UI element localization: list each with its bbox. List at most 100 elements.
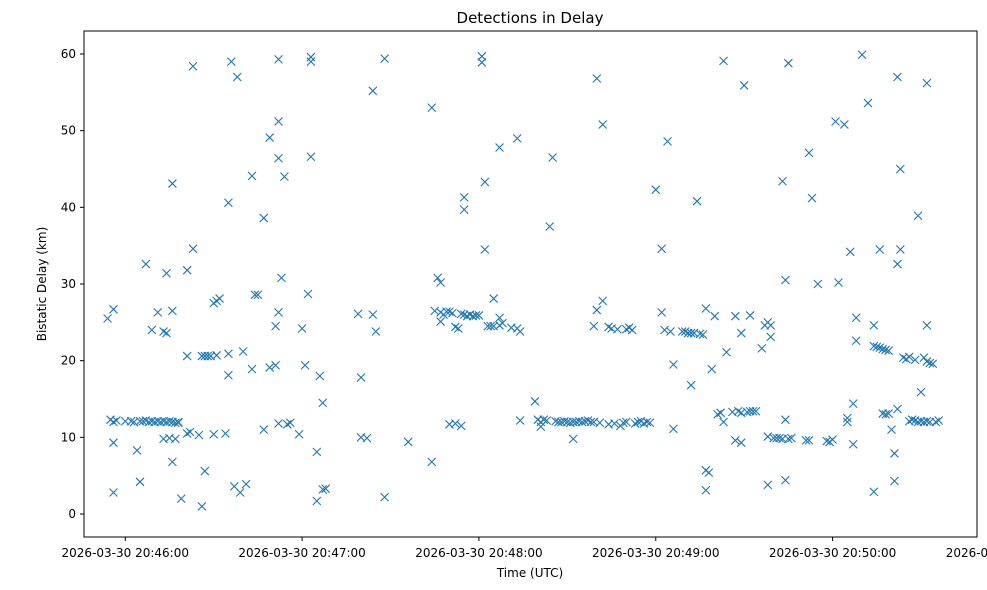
data-point-156 [539, 415, 549, 425]
data-point-129 [459, 205, 469, 215]
data-point-157 [542, 416, 552, 425]
data-point-96 [315, 371, 325, 381]
data-point-192 [630, 419, 640, 428]
data-point-296 [895, 245, 905, 254]
data-point-196 [642, 417, 652, 427]
data-point-90 [303, 289, 313, 299]
data-point-10 [132, 445, 142, 455]
data-point-163 [560, 416, 569, 426]
data-point-92 [306, 52, 316, 62]
data-point-126 [456, 421, 466, 431]
data-point-231 [736, 438, 746, 448]
data-point-207 [680, 327, 690, 336]
data-point-316 [928, 359, 938, 369]
data-point-112 [430, 306, 440, 316]
data-point-148 [512, 133, 522, 143]
data-point-84 [280, 172, 289, 182]
x-tick-label-4: 2026-03-30 20:50:00 [769, 546, 896, 560]
data-point-158 [545, 222, 555, 231]
data-point-77 [271, 360, 280, 370]
data-point-284 [881, 345, 891, 355]
data-point-205 [669, 424, 678, 434]
data-point-75 [265, 363, 275, 372]
data-point-31 [162, 268, 171, 278]
x-axis-label: Time (UTC) [496, 566, 563, 580]
data-point-152 [530, 396, 540, 406]
data-point-197 [645, 418, 655, 428]
data-point-4 [112, 416, 121, 425]
data-point-51 [203, 351, 213, 361]
data-point-81 [274, 117, 283, 126]
data-point-206 [677, 327, 687, 336]
data-point-128 [459, 192, 469, 202]
data-point-193 [633, 417, 643, 427]
data-point-28 [153, 307, 163, 317]
x-tick-label-2: 2026-03-30 20:48:00 [415, 546, 542, 560]
data-point-89 [300, 360, 310, 370]
data-point-27 [147, 325, 157, 335]
data-point-214 [698, 330, 708, 339]
y-tick-label-1: 10 [61, 430, 76, 444]
y-tick-label-6: 60 [61, 47, 76, 61]
data-point-252 [781, 415, 790, 425]
data-point-250 [778, 176, 787, 186]
data-point-58 [221, 429, 230, 438]
data-point-273 [851, 336, 861, 346]
data-point-105 [371, 327, 381, 336]
data-point-238 [751, 406, 761, 416]
data-point-47 [197, 501, 207, 511]
data-point-21 [165, 416, 174, 426]
data-point-1 [109, 304, 118, 314]
data-point-244 [763, 432, 773, 441]
data-point-314 [925, 358, 935, 368]
data-points [103, 50, 944, 511]
data-point-184 [610, 419, 619, 428]
data-point-118 [442, 307, 451, 316]
data-point-213 [695, 329, 705, 339]
data-point-271 [848, 399, 858, 408]
data-point-245 [763, 480, 773, 490]
data-point-49 [200, 466, 210, 476]
data-point-282 [875, 245, 885, 254]
data-point-313 [922, 416, 932, 426]
x-tick-label-3: 2026-03-30 20:49:00 [592, 546, 719, 560]
data-point-94 [312, 447, 322, 457]
data-point-44 [188, 244, 198, 254]
y-tick-label-4: 40 [61, 200, 76, 214]
data-point-209 [686, 328, 696, 338]
data-point-37 [173, 418, 183, 428]
data-point-288 [884, 409, 893, 418]
data-point-88 [297, 324, 307, 333]
data-point-269 [842, 417, 852, 427]
y-axis-label: Bistatic Delay (km) [35, 227, 49, 342]
data-point-256 [786, 433, 796, 443]
data-point-212 [692, 196, 702, 206]
data-point-290 [890, 476, 899, 486]
data-point-135 [477, 51, 487, 61]
data-point-235 [745, 311, 755, 320]
x-tick-label-0: 2026-03-30 20:46:00 [62, 546, 189, 560]
data-point-176 [592, 305, 602, 315]
data-point-311 [922, 78, 932, 88]
data-point-312 [922, 321, 932, 330]
data-point-272 [848, 439, 858, 449]
data-point-317 [931, 417, 941, 427]
data-point-268 [842, 413, 852, 423]
data-point-178 [595, 418, 605, 428]
data-point-174 [589, 321, 599, 331]
data-point-74 [265, 133, 275, 142]
data-point-280 [872, 342, 882, 352]
data-point-239 [757, 344, 767, 353]
data-point-55 [212, 350, 222, 360]
data-point-243 [766, 332, 776, 342]
y-axis-ticks: 0 10 20 30 40 50 60 [61, 47, 84, 521]
data-point-254 [781, 475, 790, 485]
data-point-275 [857, 50, 867, 60]
data-point-262 [822, 436, 832, 446]
data-point-248 [775, 433, 784, 443]
data-point-278 [869, 341, 879, 351]
data-point-103 [362, 433, 372, 443]
data-point-124 [453, 324, 463, 333]
x-tick-label-5: 2026-03-30 20:51:00 [946, 546, 987, 560]
